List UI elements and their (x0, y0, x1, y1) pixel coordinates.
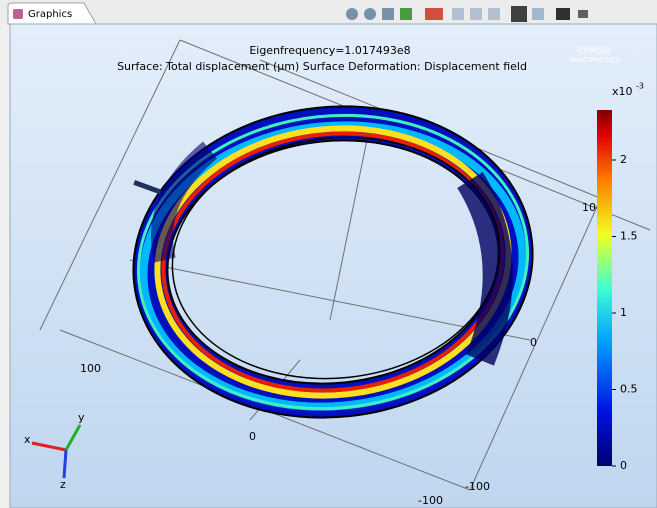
colorbar-tick-label: 1 (620, 306, 627, 319)
triad-label: y (78, 411, 85, 424)
axis-label: 0 (530, 336, 537, 349)
colorbar-tick-label: 0 (620, 459, 627, 472)
logo: MULTIPHYSICS (570, 56, 621, 64)
colorbar-tick-label: 0.5 (620, 383, 638, 396)
axis-label: -100 (465, 480, 490, 493)
tab-icon (13, 9, 23, 19)
logo: COMSOL (578, 47, 613, 56)
zoom-extents[interactable] (400, 8, 412, 20)
plot-area (10, 24, 657, 508)
axis-label: 0 (249, 430, 256, 443)
triad-label: z (60, 478, 66, 491)
image-snapshot[interactable] (556, 8, 570, 20)
window: Graphics Eigenfrequency=1.017493e8 Surfa… (0, 0, 657, 508)
plot-title: Eigenfrequency=1.017493e8 (249, 44, 410, 57)
zoom-box[interactable] (382, 8, 394, 20)
colorbar-exponent-base: x10 (612, 85, 633, 98)
minimize[interactable] (578, 10, 588, 18)
transparency[interactable] (532, 8, 544, 20)
plot-subtitle: Surface: Total displacement (µm) Surface… (117, 60, 527, 73)
view-xy[interactable] (452, 8, 464, 20)
view-yz[interactable] (470, 8, 482, 20)
colorbar-tick-label: 1.5 (620, 230, 638, 243)
colorbar-tick-label: 2 (620, 153, 627, 166)
scene-light[interactable] (511, 6, 527, 22)
colorbar (597, 110, 612, 466)
view-zx[interactable] (488, 8, 500, 20)
axis-label: 100 (80, 362, 101, 375)
zoom-in[interactable] (346, 8, 358, 20)
zoom-out[interactable] (364, 8, 376, 20)
view-axes[interactable] (425, 8, 443, 20)
colorbar-exponent: -3 (636, 82, 644, 91)
tab-title: Graphics (28, 9, 72, 20)
axis-label: -100 (418, 494, 443, 507)
triad-label: x (24, 433, 31, 446)
graphics-view: Graphics Eigenfrequency=1.017493e8 Surfa… (0, 0, 657, 508)
